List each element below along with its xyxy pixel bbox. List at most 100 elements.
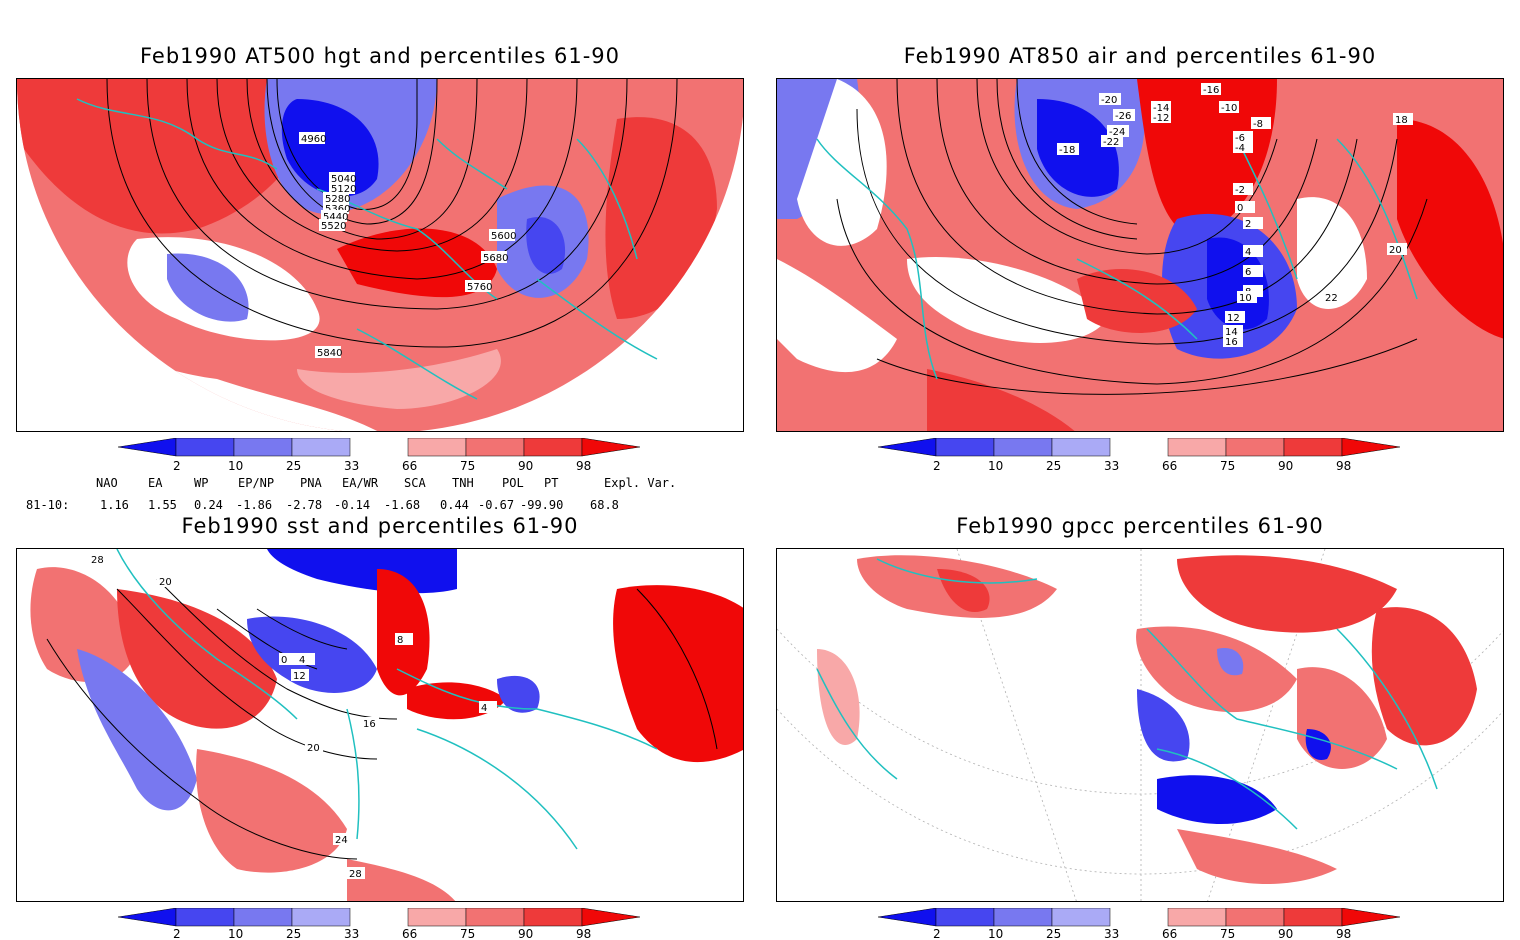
contour-label: 24 xyxy=(335,835,348,846)
colorbar-tick: 98 xyxy=(1336,459,1351,473)
colorbar-bottom-right: 2 10 25 33 66 75 90 98 xyxy=(878,908,1401,940)
colorbar-tick: 2 xyxy=(933,927,941,940)
index-header-epnp: EP/NP xyxy=(238,476,275,490)
index-value-eawr: -0.14 xyxy=(334,498,371,512)
contour-label: 18 xyxy=(1395,115,1408,126)
contour-label: 5040 xyxy=(331,174,356,185)
map-panel-air: -16 -14 -12 -10 -8 -6 -4 -2 0 2 4 6 8 10… xyxy=(776,78,1504,432)
index-header-pt: PT xyxy=(544,476,559,490)
colorbar-tick: 90 xyxy=(1278,927,1293,940)
map-sst: 28 20 4 8 0 12 16 20 24 28 4 xyxy=(17,549,743,901)
colorbar-tick: 75 xyxy=(460,927,475,940)
colorbar-tick: 25 xyxy=(1046,459,1061,473)
index-header-tnh: TNH xyxy=(452,476,474,490)
map-panel-gpcc xyxy=(776,548,1504,902)
contour-label: 4960 xyxy=(301,134,326,145)
colorbar-tick: 90 xyxy=(1278,459,1293,473)
contour-labels-hgt: 4960 5040 5120 5280 5360 5440 5520 5600 … xyxy=(299,132,516,359)
contour-label: 10 xyxy=(1239,293,1252,304)
index-value-expl-var: 68.8 xyxy=(590,498,619,512)
map-hgt: 4960 5040 5120 5280 5360 5440 5520 5600 … xyxy=(17,79,743,431)
contour-label: 5840 xyxy=(317,348,342,359)
index-value-tnh: 0.44 xyxy=(440,498,469,512)
map-air: -16 -14 -12 -10 -8 -6 -4 -2 0 2 4 6 8 10… xyxy=(777,79,1503,431)
colorbar-tick: 25 xyxy=(286,927,301,940)
index-header-pna: PNA xyxy=(300,476,322,490)
panel-title-air: Feb1990 AT850 air and percentiles 61-90 xyxy=(903,44,1377,68)
contour-label: 5120 xyxy=(331,184,356,195)
colorbar-tick: 66 xyxy=(402,927,417,940)
contour-label: -4 xyxy=(1235,143,1245,154)
contour-label: 5440 xyxy=(323,212,348,223)
map-gpcc xyxy=(777,549,1503,901)
contour-label: -12 xyxy=(1153,113,1169,124)
colorbar-tick: 75 xyxy=(1220,927,1235,940)
contour-label: 4 xyxy=(481,703,487,714)
colorbar-tick: 98 xyxy=(1336,927,1351,940)
contour-label: 20 xyxy=(1389,245,1402,256)
contour-label: 6 xyxy=(1245,267,1251,278)
colorbar-tick: 66 xyxy=(1162,927,1177,940)
colorbar-tick: 25 xyxy=(1046,927,1061,940)
index-row-label: 81-10: xyxy=(26,498,70,512)
index-value-epnp: -1.86 xyxy=(236,498,273,512)
colorbar-tick: 10 xyxy=(228,927,243,940)
colorbar-tick: 66 xyxy=(402,459,417,473)
colorbar-top-left: 2 10 25 33 66 75 90 98 xyxy=(118,438,641,473)
colorbar-arrow-low xyxy=(118,438,177,457)
contour-label: 5360 xyxy=(325,204,350,215)
map-panel-sst: 28 20 4 8 0 12 16 20 24 28 4 xyxy=(16,548,744,902)
colorbar-tick: 33 xyxy=(344,459,359,473)
colorbar-tick: 75 xyxy=(460,459,475,473)
index-header-expl-var: Expl. Var. xyxy=(604,476,677,490)
panel-title-hgt: Feb1990 AT500 hgt and percentiles 61-90 xyxy=(139,44,620,68)
colorbar-tick: 98 xyxy=(576,459,591,473)
index-header-ea: EA xyxy=(148,476,163,490)
colorbar-tick: 90 xyxy=(518,927,533,940)
contour-label: -24 xyxy=(1109,127,1125,138)
colorbar-tick: 2 xyxy=(173,459,181,473)
index-header-pol: POL xyxy=(502,476,524,490)
contour-label: 5680 xyxy=(483,253,508,264)
contour-label: -10 xyxy=(1221,103,1237,114)
contour-label: 4 xyxy=(1245,247,1251,258)
index-value-nao: 1.16 xyxy=(100,498,129,512)
contour-label: -6 xyxy=(1235,133,1245,144)
contour-label: -8 xyxy=(1253,119,1263,130)
colorbar-tick: 33 xyxy=(1104,927,1119,940)
colorbar-tick: 33 xyxy=(344,927,359,940)
index-header-sca: SCA xyxy=(404,476,426,490)
contour-label: 16 xyxy=(1225,337,1238,348)
contour-label: 12 xyxy=(293,671,306,682)
colorbar-tick: 2 xyxy=(933,459,941,473)
contour-label: 2 xyxy=(1245,219,1251,230)
colorbar-tick: 2 xyxy=(173,927,181,940)
index-value-ea: 1.55 xyxy=(148,498,177,512)
contour-label: 4 xyxy=(299,655,305,666)
contour-label: -18 xyxy=(1059,145,1075,156)
contour-labels-sst: 28 20 4 8 0 12 16 20 24 28 4 xyxy=(89,553,497,880)
contour-label: -22 xyxy=(1103,137,1119,148)
colorbar-tick: 10 xyxy=(988,459,1003,473)
contour-label: 5520 xyxy=(321,221,346,232)
contour-label: 20 xyxy=(307,743,320,754)
index-header-wp: WP xyxy=(194,476,209,490)
colorbar-arrow-high xyxy=(581,438,641,457)
contour-label: 5760 xyxy=(467,282,492,293)
colorbar-tick: 10 xyxy=(988,927,1003,940)
contour-label: -20 xyxy=(1101,95,1117,106)
colorbar-top-right: 2 10 25 33 66 75 90 98 xyxy=(878,438,1401,473)
index-value-pna: -2.78 xyxy=(286,498,323,512)
contour-label: 16 xyxy=(363,719,376,730)
panel-title-gpcc: Feb1990 gpcc percentiles 61-90 xyxy=(956,514,1324,538)
contour-labels-air: -16 -14 -12 -10 -8 -6 -4 -2 0 2 4 6 8 10… xyxy=(1057,83,1413,348)
contour-label: -2 xyxy=(1235,185,1245,196)
colorbar-tick: 33 xyxy=(1104,459,1119,473)
contour-label: 8 xyxy=(397,635,403,646)
contour-label: 28 xyxy=(349,869,362,880)
index-value-pt: -99.90 xyxy=(520,498,564,512)
contour-label: 5600 xyxy=(491,231,516,242)
colorbar-tick: 98 xyxy=(576,927,591,940)
contour-label: -26 xyxy=(1115,111,1131,122)
panel-title-sst: Feb1990 sst and percentiles 61-90 xyxy=(181,514,579,538)
